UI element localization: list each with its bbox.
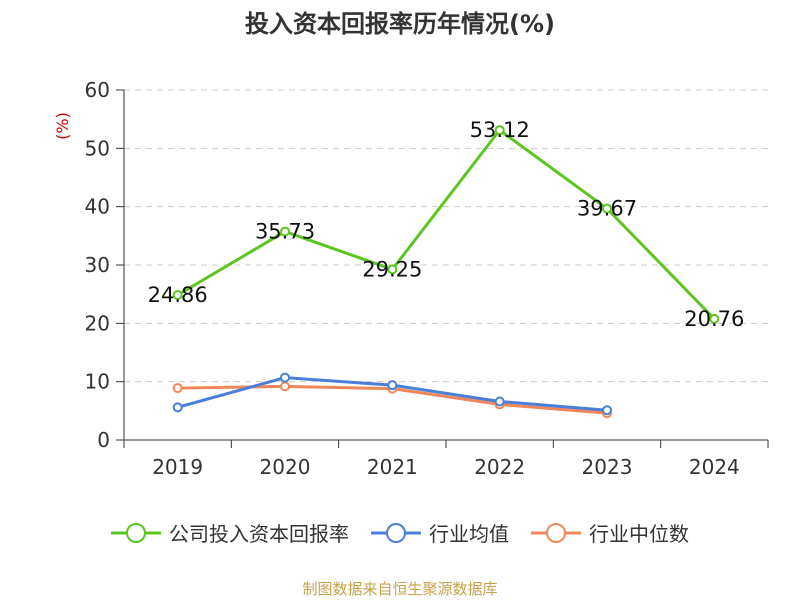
- legend: 公司投入资本回报率 行业均值 行业中位数: [0, 518, 800, 547]
- data-label: 20.76: [684, 307, 744, 331]
- data-point: [280, 226, 290, 237]
- legend-label: 行业均值: [429, 522, 509, 546]
- y-tick-label: 0: [97, 428, 110, 452]
- series-line: [176, 128, 716, 320]
- data-label: 29.25: [362, 257, 422, 281]
- data-label: 39.67: [577, 197, 637, 221]
- y-tick-label: 60: [85, 78, 110, 102]
- data-point: [709, 313, 720, 324]
- legend-marker: [126, 522, 146, 543]
- x-tick-label: 2021: [367, 455, 418, 479]
- data-point: [172, 289, 183, 300]
- data-point: [494, 125, 505, 136]
- data-label-layer: 24.86 35.73 29.25 53.12 39.67 20.76: [148, 118, 745, 331]
- legend-marker: [546, 522, 566, 543]
- data-label: 53.12: [470, 118, 530, 142]
- legend-line-marker-icon: [111, 522, 161, 543]
- legend-item[interactable]: 行业均值: [371, 518, 509, 547]
- data-point: [387, 264, 398, 275]
- y-tick-label: 10: [85, 370, 110, 394]
- series-layer: [172, 125, 720, 419]
- data-point: [602, 203, 612, 214]
- data-point: [602, 405, 612, 416]
- source-note: 制图数据来自恒生聚源数据库: [302, 580, 498, 598]
- grid-layer: [124, 89, 768, 383]
- x-tick-label: 2020: [260, 455, 311, 479]
- legend-line-marker-icon: [531, 522, 581, 543]
- y-axis-unit-label: (%): [53, 112, 72, 140]
- x-tick-label: 2024: [689, 455, 740, 479]
- data-point: [280, 372, 290, 383]
- data-point: [280, 381, 290, 392]
- x-tick-label: 2023: [582, 455, 633, 479]
- legend-item[interactable]: 公司投入资本回报率: [111, 518, 349, 547]
- y-tick-label: 50: [85, 136, 110, 160]
- legend-marker: [386, 522, 406, 543]
- legend-label: 行业中位数: [589, 522, 689, 546]
- y-tick-label: 20: [85, 311, 110, 335]
- axis-layer: 0 10 20 30 40 50 60 2019 2020 2021 2022 2023 2024: [85, 78, 769, 479]
- legend-line-marker-icon: [371, 522, 421, 543]
- data-label: 35.73: [255, 220, 315, 244]
- y-tick-label: 40: [85, 195, 110, 219]
- legend-item[interactable]: 行业中位数: [531, 518, 689, 547]
- data-point: [494, 396, 505, 407]
- data-point: [172, 383, 183, 394]
- data-point: [387, 380, 398, 391]
- legend-label: 公司投入资本回报率: [169, 522, 349, 546]
- x-tick-label: 2022: [474, 455, 525, 479]
- data-point: [172, 402, 183, 413]
- y-tick-label: 30: [85, 253, 110, 277]
- chart-title: 投入资本回报率历年情况(%): [245, 10, 555, 38]
- data-label: 24.86: [148, 283, 208, 307]
- x-tick-label: 2019: [152, 455, 203, 479]
